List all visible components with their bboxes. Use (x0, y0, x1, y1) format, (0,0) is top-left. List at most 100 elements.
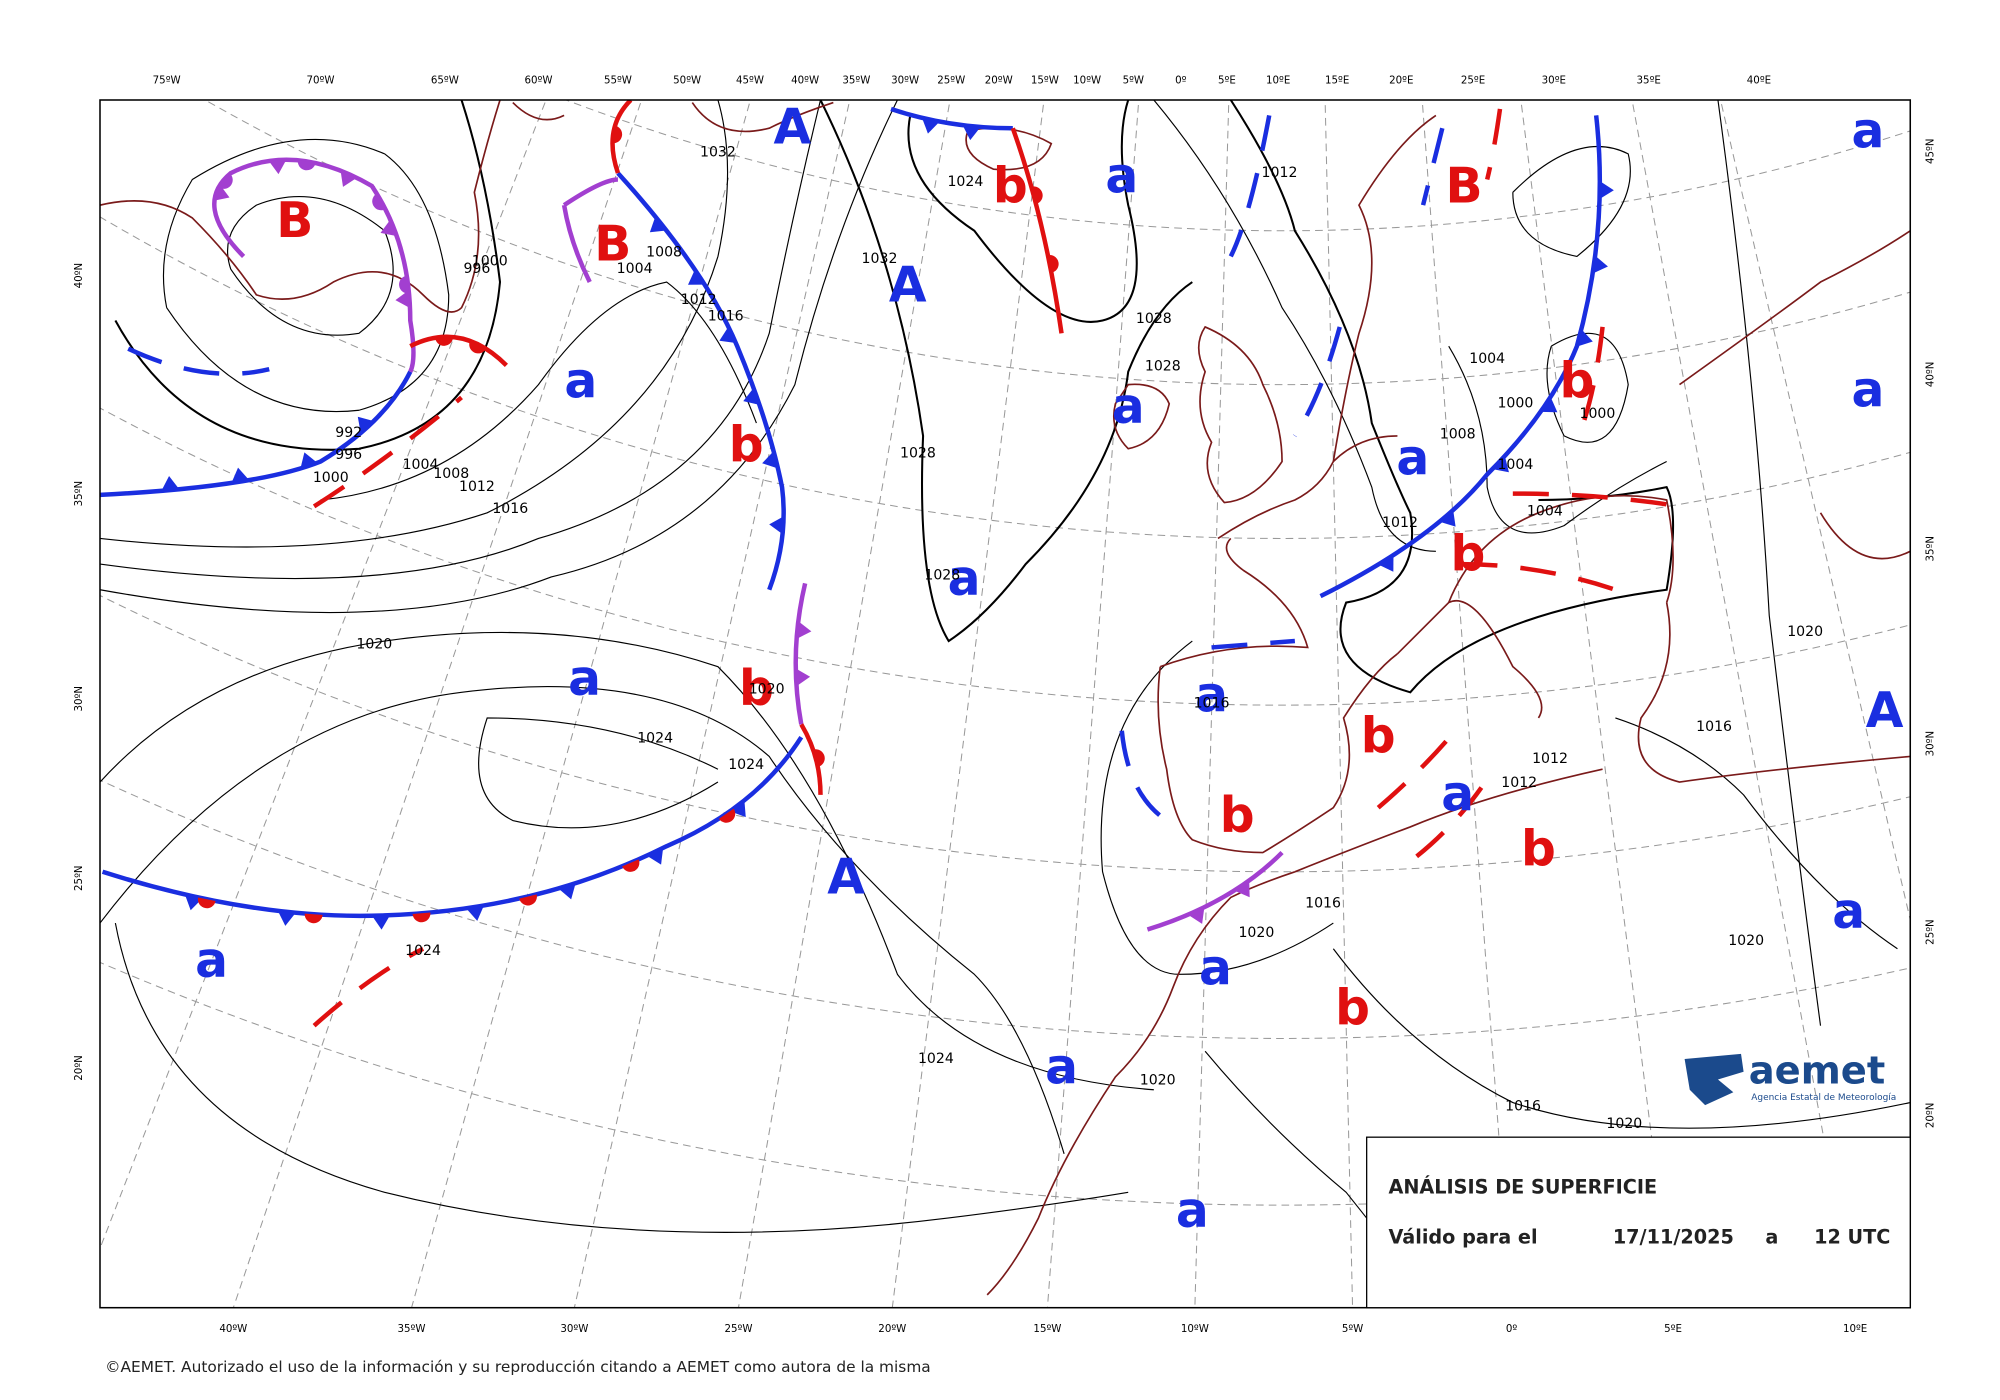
trough (312, 946, 425, 1028)
front-triangle (277, 910, 296, 926)
pressure-center: b (739, 661, 774, 717)
right-latitude-label: 25ºN (1924, 919, 1936, 945)
front-semicircle (197, 897, 216, 909)
top-longitude-label: 65ºW (431, 74, 459, 86)
coastline (1217, 114, 1437, 540)
meridian (100, 100, 547, 1250)
front-triangle (646, 847, 664, 865)
info-title: ANÁLISIS DE SUPERFICIE (1388, 1176, 1657, 1199)
isobar-label: 1024 (728, 757, 764, 773)
ireland (1112, 383, 1171, 450)
pressure-center: a (1176, 1183, 1209, 1239)
bottom-longitude-label: 10ºE (1843, 1323, 1867, 1335)
front-triangle (268, 159, 287, 175)
trough (1420, 127, 1445, 206)
pressure-center: a (1105, 148, 1138, 204)
front-triangle (1599, 181, 1614, 200)
pressure-center: B (594, 216, 631, 272)
top-longitude-label: 35ºW (842, 74, 870, 86)
isobar-label: 1008 (1440, 426, 1476, 442)
pressure-center: b (1559, 353, 1594, 409)
front-triangle (395, 290, 411, 309)
map-frame (99, 99, 1912, 1309)
trough (1119, 730, 1168, 823)
isobar-label: 1016 (1194, 696, 1230, 712)
isobar-label: 992 (335, 425, 362, 441)
meridian (737, 100, 951, 1308)
coastline (1294, 768, 1603, 873)
coastline (100, 100, 501, 313)
isobar-label: 1028 (900, 446, 936, 462)
labels: 75ºW 70ºW 65ºW 60ºW 55ºW 50ºW 45ºW 40ºW 35ºW 30ºW… (73, 74, 1936, 1335)
top-longitude-label: 30ºE (1542, 74, 1566, 86)
logo: aemet Agencia Estatal de Meteorología (1684, 1048, 1896, 1106)
front-semicircle (435, 336, 454, 346)
front-triangle (1439, 510, 1456, 527)
front-triangle (340, 170, 357, 187)
coastline (1679, 230, 1911, 560)
isobar (1332, 948, 1911, 1129)
pressure-center: a (948, 551, 981, 607)
isobar-label: 1020 (1238, 925, 1274, 941)
right-latitude-label: 35ºN (1924, 536, 1936, 562)
front-semicircle (217, 173, 233, 189)
top-longitude-label: 20ºE (1389, 74, 1413, 86)
front-semicircle (622, 859, 640, 872)
isobar-label: 1028 (924, 567, 960, 583)
isobar (100, 100, 898, 614)
front-triangle (300, 452, 318, 469)
pressure-center: A (889, 257, 927, 313)
top-longitude-label: 10ºE (1266, 74, 1290, 86)
trough (1461, 561, 1617, 592)
isobar (1546, 332, 1629, 443)
logo-mark (1684, 1053, 1744, 1106)
isobar (1153, 100, 1436, 552)
isobar-label: 1000 (472, 253, 508, 269)
isobar-label: 1016 (1505, 1098, 1541, 1114)
front-semicircle (412, 912, 431, 923)
front-semicircle (372, 193, 386, 211)
isobar (478, 717, 719, 829)
cold-front (101, 735, 804, 919)
bottom-longitude-label: 40ºW (219, 1323, 247, 1335)
top-longitude-label: 55ºW (604, 74, 632, 86)
bottom-longitude-label: 5ºW (1342, 1323, 1364, 1335)
top-longitude-label: 70ºW (307, 74, 335, 86)
front-triangle (372, 915, 391, 930)
front-triangle (762, 451, 779, 469)
pressure-center: b (993, 159, 1028, 215)
front-triangle (380, 219, 397, 237)
trough (1228, 114, 1272, 258)
front-triangle (769, 516, 784, 535)
meridian (411, 100, 751, 1308)
top-longitude-label: 25ºE (1461, 74, 1485, 86)
bottom-longitude-label: 20ºW (878, 1323, 906, 1335)
front-triangle (357, 416, 374, 434)
front-semicircle (813, 749, 825, 767)
top-longitude-label: 0º (1175, 74, 1187, 86)
top-longitude-label: 10ºW (1073, 74, 1101, 86)
trough (1415, 768, 1496, 859)
pressure-center: b (1361, 709, 1396, 765)
front-triangle (213, 184, 230, 201)
info-box (1366, 1136, 1911, 1309)
isobar-label: 1012 (1262, 165, 1298, 181)
isobar (1100, 640, 1334, 975)
pressure-center: A (1866, 683, 1904, 739)
bottom-longitude-label: 25ºW (724, 1323, 752, 1335)
front-triangle (796, 621, 812, 639)
right-latitude-label: 45ºN (1924, 139, 1936, 165)
pressure-center: a (1832, 884, 1865, 940)
isobar (320, 281, 757, 501)
pressure-center: a (564, 353, 597, 409)
top-longitude-label: 35ºE (1637, 74, 1661, 86)
pressure-center: A (773, 100, 811, 156)
isobar-label: 1012 (459, 479, 495, 495)
trough (1376, 729, 1457, 810)
front-triangle (1540, 396, 1558, 413)
front-semicircle (304, 913, 323, 924)
iberia (1157, 653, 1398, 854)
isobar-label: 1032 (700, 144, 736, 160)
isobar (907, 100, 1138, 323)
isobar-label: 1000 (1579, 406, 1615, 422)
